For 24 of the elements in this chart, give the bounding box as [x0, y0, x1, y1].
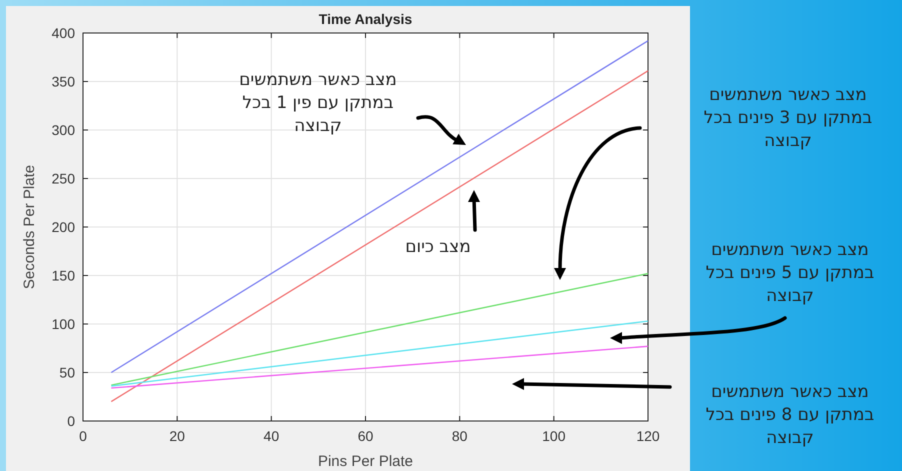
y-tick-label: 100 [52, 316, 76, 332]
y-tick-label: 300 [52, 122, 76, 138]
annotation: מצב כיום [405, 237, 471, 257]
y-tick-label: 400 [52, 24, 76, 41]
chart-title: Time Analysis [318, 11, 412, 27]
annotation: מצב כאשר משתמשים במתקן עם פין 1 בכל קבוצה [239, 70, 397, 136]
text: מצב כאשר משתמשים במתקן עם 8 פינים בכל קבוצה [706, 382, 874, 448]
x-tick-label: 80 [452, 428, 468, 444]
x-tick-label: 40 [264, 428, 280, 444]
x-tick-label: 0 [79, 428, 88, 444]
text: מצב כאשר משתמשים במתקן עם 3 פינים בכל קבוצה [704, 85, 872, 151]
x-tick-label: 120 [636, 428, 660, 444]
text: מצב כאשר משתמשים במתקן עם 5 פינים בכל קבוצה [706, 240, 874, 306]
x-tick-label: 100 [542, 428, 566, 444]
y-axis-title: Seconds Per Plate [21, 164, 38, 290]
y-tick-label: 150 [52, 267, 76, 284]
y-tick-label: 0 [67, 412, 76, 429]
x-tick-label: 20 [169, 428, 186, 444]
y-tick-label: 50 [59, 364, 76, 380]
y-tick-label: 350 [52, 73, 76, 90]
y-tick-label: 250 [52, 170, 76, 186]
x-tick-label: 60 [358, 428, 374, 444]
x-axis-title: Pins Per Plate [318, 453, 414, 470]
y-tick-label: 200 [52, 218, 76, 235]
